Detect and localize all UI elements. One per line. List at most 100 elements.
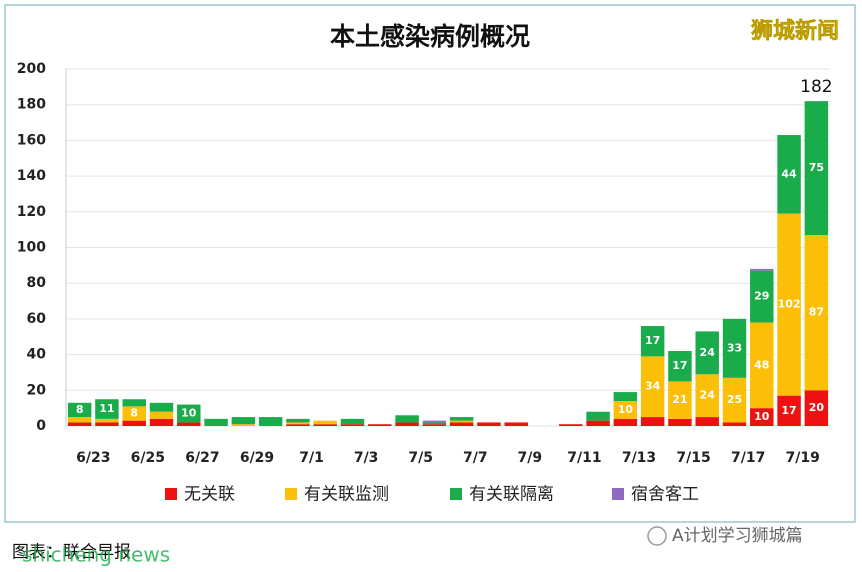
bar-segment	[258, 417, 283, 426]
value-label: 33	[727, 341, 742, 354]
bar-segment	[149, 402, 174, 412]
legend-swatch	[165, 488, 177, 500]
value-label: 75	[809, 161, 824, 174]
bar-segment	[122, 420, 146, 426]
y-tick-label: 20	[27, 382, 47, 398]
bar-segment	[231, 417, 256, 425]
bar-segment	[177, 404, 201, 423]
bar-segment	[67, 402, 92, 418]
x-tick-label: 6/25	[131, 450, 165, 466]
x-tick-label: 7/5	[408, 450, 433, 466]
value-label: 25	[727, 393, 742, 406]
bar-segment	[613, 392, 638, 402]
value-label: 17	[781, 404, 796, 417]
value-label: 48	[754, 358, 769, 371]
bar-segment	[95, 422, 119, 426]
value-label: 21	[672, 393, 687, 406]
bar-segment	[449, 422, 474, 426]
bar-segment	[668, 418, 692, 426]
value-label: 8	[130, 407, 138, 420]
value-label: 34	[645, 380, 661, 393]
bar-segment	[395, 422, 419, 426]
value-label: 20	[809, 401, 825, 414]
bar-segment	[422, 422, 447, 425]
x-tick-label: 6/29	[240, 450, 274, 466]
y-tick-label: 180	[17, 97, 46, 113]
y-tick-label: 80	[27, 275, 47, 291]
bar-segment	[204, 418, 228, 426]
bar-segment	[695, 331, 719, 375]
bar-segment	[640, 417, 665, 426]
bar-segment	[286, 424, 310, 426]
bar-segment	[777, 395, 801, 426]
bar-segment	[777, 213, 801, 396]
bar-segment	[122, 406, 146, 421]
bar-segment	[559, 424, 583, 426]
legend-swatch	[612, 488, 624, 500]
bar-segment	[586, 420, 610, 426]
value-label: 17	[645, 334, 660, 347]
bar-segment	[122, 399, 146, 407]
x-tick-label: 7/15	[676, 450, 710, 466]
x-tick-label: 7/17	[731, 450, 765, 466]
bar-segment	[804, 390, 829, 426]
bar-segment	[313, 424, 337, 426]
y-tick-label: 0	[36, 418, 46, 434]
bar-segment	[586, 411, 610, 421]
bar-segment	[640, 326, 665, 357]
bar-segment	[695, 417, 719, 426]
bar-segment	[95, 399, 119, 419]
legend-label: 有关联监测	[304, 485, 389, 505]
y-tick-label: 140	[17, 168, 46, 184]
bar-segment	[67, 422, 92, 426]
frame	[4, 4, 856, 523]
caption: 图表：联合早报	[12, 543, 131, 563]
bar-segment	[722, 377, 747, 423]
value-label: 8	[76, 403, 84, 416]
bar-segment	[750, 268, 774, 271]
value-label: 102	[778, 298, 801, 311]
bar-segment	[722, 422, 747, 426]
legend-label: 宿舍客工	[631, 485, 699, 505]
bar-segment	[422, 424, 447, 426]
legend-label: 无关联	[184, 485, 235, 505]
caption-overlay: shicheng news	[22, 543, 170, 567]
badge: A计划学习狮城篇	[672, 526, 803, 546]
watermark: 狮城新闻	[751, 18, 839, 44]
total-label: 182	[800, 77, 832, 97]
bar-segment	[177, 422, 201, 426]
bar-segment	[340, 424, 365, 426]
bar-segment	[286, 418, 310, 423]
value-label: 17	[672, 359, 687, 372]
bar-segment	[750, 270, 774, 323]
bar-segment	[750, 408, 774, 426]
x-tick-label: 7/1	[299, 450, 324, 466]
x-tick-label: 7/13	[622, 450, 656, 466]
bar-segment	[231, 424, 256, 426]
badge-icon	[647, 526, 667, 546]
bar-segment	[613, 401, 638, 419]
legend-label: 有关联隔离	[469, 485, 554, 505]
x-tick-label: 6/23	[76, 450, 110, 466]
bar-segment	[368, 424, 392, 426]
bar-segment	[613, 418, 638, 426]
bar-segment	[695, 374, 719, 418]
bar-segment	[395, 415, 419, 423]
x-tick-label: 7/11	[567, 450, 601, 466]
bar-segment	[477, 422, 501, 426]
bar-segment	[668, 351, 692, 382]
legend-swatch	[285, 488, 297, 500]
bar-segment	[149, 418, 174, 426]
bar-segment	[722, 318, 747, 378]
y-tick-label: 120	[17, 204, 46, 220]
bar-segment	[449, 420, 474, 423]
value-label: 24	[700, 389, 716, 402]
legend-swatch	[450, 488, 462, 500]
bar-segment	[750, 322, 774, 409]
y-tick-label: 100	[17, 240, 46, 256]
value-label: 87	[809, 306, 824, 319]
value-label: 29	[754, 290, 769, 303]
y-tick-label: 160	[17, 132, 46, 148]
bar-segment	[149, 411, 174, 419]
